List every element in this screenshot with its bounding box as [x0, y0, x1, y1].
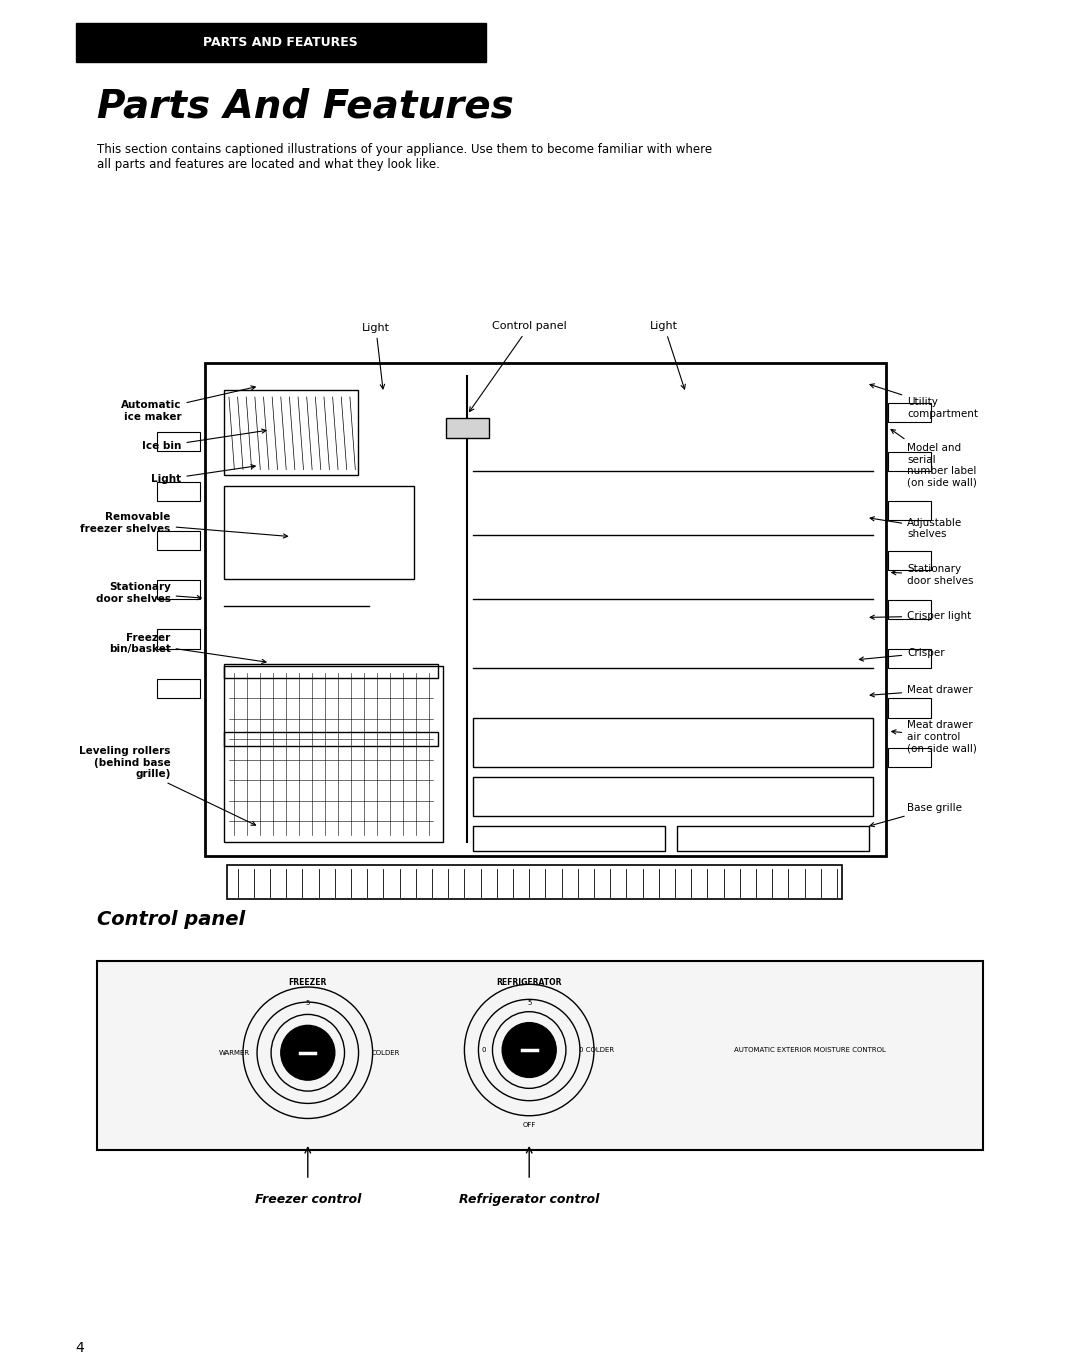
Text: Light: Light: [650, 322, 686, 389]
Text: 0: 0: [482, 1047, 486, 1053]
Ellipse shape: [281, 1025, 335, 1080]
Text: AUTOMATIC EXTERIOR MOISTURE CONTROL: AUTOMATIC EXTERIOR MOISTURE CONTROL: [734, 1047, 886, 1053]
Bar: [888, 649, 931, 668]
Bar: [446, 418, 489, 438]
Text: 0 COLDER: 0 COLDER: [579, 1047, 613, 1053]
Text: OFF: OFF: [523, 1123, 536, 1128]
Bar: [888, 501, 931, 520]
Text: C: C: [327, 1042, 332, 1047]
Text: Freezer
bin/basket: Freezer bin/basket: [109, 632, 266, 664]
Bar: [224, 664, 437, 678]
Text: Model and
serial
number label
(on side wall): Model and serial number label (on side w…: [891, 430, 977, 487]
Text: FREEZER: FREEZER: [288, 979, 327, 987]
Bar: [157, 630, 200, 649]
Bar: [157, 433, 200, 452]
Text: Automatic
ice maker: Automatic ice maker: [121, 386, 255, 422]
Bar: [224, 390, 357, 475]
Text: Refrigerator control: Refrigerator control: [459, 1192, 599, 1206]
Bar: [888, 600, 931, 619]
Bar: [224, 486, 414, 579]
Text: 5: 5: [527, 1001, 531, 1006]
Text: This section contains captioned illustrations of your appliance. Use them to bec: This section contains captioned illustra…: [97, 144, 713, 171]
Bar: [888, 747, 931, 767]
Text: Meat drawer
air control
(on side wall): Meat drawer air control (on side wall): [892, 720, 977, 753]
Bar: [888, 550, 931, 570]
Text: Stationary
door shelves: Stationary door shelves: [96, 582, 201, 604]
Text: Ice bin: Ice bin: [143, 428, 266, 452]
Text: Crisper light: Crisper light: [870, 611, 971, 622]
Bar: [473, 826, 664, 850]
Bar: [224, 732, 437, 746]
Text: Control panel: Control panel: [97, 910, 245, 930]
Bar: [157, 679, 200, 698]
Text: Base grille: Base grille: [870, 802, 962, 827]
Text: Parts And Features: Parts And Features: [97, 88, 514, 126]
Text: REFRIGERATOR: REFRIGERATOR: [497, 979, 562, 987]
Text: A: A: [505, 1039, 510, 1045]
Text: Stationary
door shelves: Stationary door shelves: [892, 564, 974, 586]
Text: Leveling rollers
(behind base
grille): Leveling rollers (behind base grille): [79, 746, 256, 826]
Text: 5: 5: [306, 1001, 310, 1006]
Bar: [473, 717, 873, 767]
Text: Freezer control: Freezer control: [255, 1192, 361, 1206]
Bar: [157, 482, 200, 501]
Text: Crisper: Crisper: [860, 648, 945, 661]
Bar: [676, 826, 868, 850]
Bar: [888, 402, 931, 422]
Bar: [76, 23, 486, 62]
Text: 4: 4: [76, 1342, 84, 1355]
Text: COLDER: COLDER: [372, 1050, 400, 1055]
Text: Utility
compartment: Utility compartment: [870, 383, 978, 419]
Text: Removable
freezer shelves: Removable freezer shelves: [80, 512, 287, 538]
Text: WARMER: WARMER: [219, 1050, 249, 1055]
Text: A: A: [284, 1042, 288, 1047]
Text: Control panel: Control panel: [470, 322, 567, 412]
Bar: [157, 531, 200, 550]
Bar: [224, 665, 443, 842]
Ellipse shape: [502, 1023, 556, 1077]
Text: PARTS AND FEATURES: PARTS AND FEATURES: [203, 36, 359, 49]
Bar: [888, 698, 931, 717]
Bar: [97, 961, 983, 1150]
Bar: [888, 452, 931, 471]
Bar: [473, 776, 873, 816]
Text: Light: Light: [151, 464, 255, 485]
Text: Adjustable
shelves: Adjustable shelves: [870, 516, 962, 539]
Bar: [227, 865, 842, 899]
Text: C: C: [549, 1039, 553, 1045]
Text: Meat drawer: Meat drawer: [870, 684, 973, 697]
Text: Light: Light: [362, 323, 390, 389]
Bar: [157, 580, 200, 600]
